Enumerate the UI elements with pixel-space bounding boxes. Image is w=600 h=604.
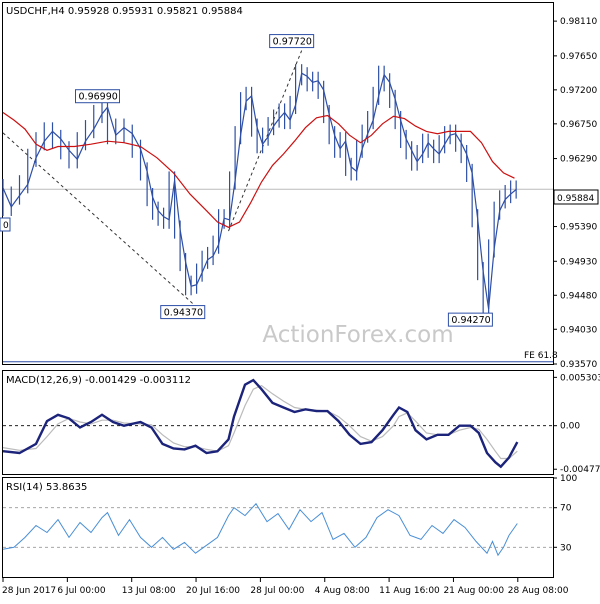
left-edge-label: 0: [3, 221, 9, 231]
price-annotations: 0.96990 0.94370 0.97720 0.94270: [75, 34, 493, 327]
price-tick-label: 0.98110: [560, 17, 597, 27]
x-axis: 28 Jun 2017 6 Jul 00:00 13 Jul 08:00 20 Jul…: [2, 577, 569, 596]
price-tick-label: 0.94030: [560, 325, 597, 335]
price-annotation-label: 0.96990: [79, 92, 118, 103]
price-annotation-box: [269, 34, 315, 49]
macd-lines: [2, 378, 553, 469]
price-annotation-box: [447, 312, 493, 327]
macd-tick-label: 0.00: [560, 422, 580, 432]
price-annotation-box: [160, 305, 206, 320]
price-tick-label: 0.97650: [560, 52, 597, 62]
price-tick-label: 0.93570: [560, 360, 597, 370]
price-series-line: [2, 72, 517, 309]
x-tick-label: 21 Aug 00:00: [443, 586, 504, 596]
rsi-panel: [2, 477, 554, 578]
price-annotation-box: [75, 89, 120, 104]
watermark: ActionForex.com: [262, 322, 453, 348]
price-annotation-label: 0.94270: [451, 315, 490, 326]
price-header: USDCHF,H4 0.95928 0.95931 0.95821 0.9588…: [6, 6, 243, 17]
price-y-ticks: 0.98110 0.97650 0.97200 0.96750 0.96290 0.953…: [553, 17, 597, 370]
x-tick-label: 6 Jul 00:00: [57, 586, 106, 596]
x-tick-label: 20 Jul 16:00: [186, 586, 240, 596]
macd-y-ticks: 0.005303 0.00 -0.004777: [553, 373, 600, 475]
x-tick-label: 28 Aug 08:00: [508, 586, 569, 596]
price-annotation-label: 0.97720: [273, 37, 312, 48]
x-tick-label: 13 Jul 08:00: [122, 586, 176, 596]
last-price-box: [553, 189, 599, 205]
macd-header: MACD(12,26,9) -0.001429 -0.003112: [6, 375, 191, 386]
price-tick-label: 0.96750: [560, 120, 597, 130]
rsi-header: RSI(14) 53.8635: [6, 482, 87, 493]
moving-average-line: [2, 112, 515, 228]
last-price-label: 0.95884: [557, 194, 594, 204]
price-tick-label: 0.97200: [560, 86, 597, 96]
macd-tick-label: -0.004777: [560, 465, 600, 475]
rsi-lines: [2, 502, 553, 557]
rsi-tick-label: 70: [560, 504, 572, 514]
price-lines: [2, 50, 553, 363]
price-tick-label: 0.95390: [560, 223, 597, 233]
left-edge-box: [0, 217, 11, 232]
macd-tick-label: 0.005303: [560, 373, 600, 383]
rsi-line: [2, 502, 518, 557]
rsi-y-ticks: 100 70 30: [553, 474, 577, 553]
price-tick-label: 0.94480: [560, 291, 597, 301]
x-tick-label: 28 Jul 00:00: [250, 586, 304, 596]
price-annotation-label: 0.94370: [164, 308, 203, 319]
price-tick-label: 0.96290: [560, 155, 597, 165]
x-tick-label: 11 Aug 16:00: [379, 586, 440, 596]
macd-panel: [2, 370, 554, 475]
macd-line: [2, 378, 519, 469]
price-tick-label: 0.94930: [560, 257, 597, 267]
rsi-tick-label: 30: [560, 543, 572, 553]
rsi-tick-label: 100: [560, 474, 577, 484]
x-tick-label: 4 Aug 08:00: [315, 586, 370, 596]
x-tick-label: 28 Jun 2017: [2, 586, 56, 596]
fe-label: FE 61.8: [524, 351, 558, 361]
